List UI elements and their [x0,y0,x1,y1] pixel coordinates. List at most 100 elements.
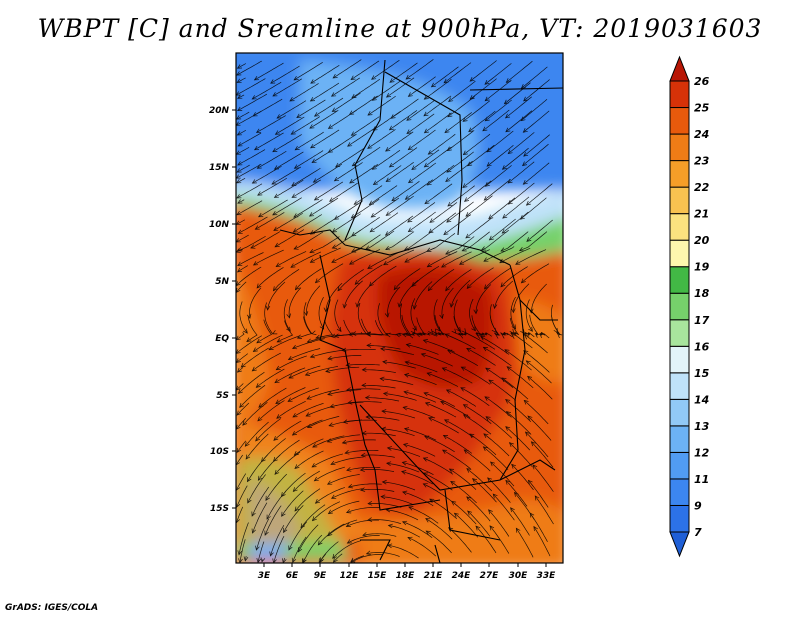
streamline-arrow [269,551,274,557]
streamline [485,416,513,439]
streamline-arrow [391,196,397,202]
streamline-arrow [367,517,373,522]
streamline-arrow [459,260,465,265]
streamline [523,110,550,133]
streamline-arrow [523,399,529,405]
streamline [434,315,445,336]
streamline-arrow [393,285,399,291]
colorbar-label: 13 [694,420,710,433]
streamline [293,62,323,81]
streamline [480,336,510,355]
streamline [354,264,383,285]
streamline-arrow [495,334,501,339]
streamline [271,166,302,185]
streamline-arrow [506,366,512,371]
streamline-arrow [407,145,413,151]
streamline-arrow [257,416,263,422]
streamline [297,316,312,339]
streamline [236,266,262,286]
streamline-arrow [459,334,465,339]
streamline [236,60,263,76]
streamline [469,60,497,82]
streamline-arrow [236,131,242,136]
streamline [404,391,437,403]
streamline [367,345,401,350]
lon-label: 15E [368,571,388,581]
streamline [386,462,420,473]
streamline-arrow [288,374,294,379]
streamline-arrow [237,247,243,252]
streamline [237,63,247,69]
streamline [312,501,341,521]
streamline-arrow [426,372,432,377]
colorbar-label: 12 [694,446,710,459]
streamline-arrow [425,518,431,523]
field-south-orange [360,500,563,563]
streamline [506,411,532,435]
streamline-arrow [291,193,297,198]
streamline-arrow [463,197,470,202]
streamline [507,132,535,154]
streamline [236,402,250,416]
streamline-arrow [325,368,331,373]
streamline-arrow [265,495,270,501]
streamline [404,230,433,251]
streamline-arrow [422,457,429,462]
streamline [236,418,247,430]
streamline [504,349,532,371]
streamline [346,466,381,471]
streamline [252,502,268,534]
streamline [319,553,326,562]
streamline [424,436,455,453]
streamline-arrow [314,498,320,504]
streamline-arrow [380,494,386,500]
streamline-arrow [534,495,540,501]
streamline-arrow [264,530,269,536]
latitude-axis: 20N 15N 10N 5N EQ 5S 10S 15S [209,106,236,514]
streamline-arrow [446,218,452,223]
streamline-arrow [511,334,517,339]
field-green-band [236,195,563,267]
streamline [428,269,455,291]
streamline [314,466,346,482]
streamline-arrow [253,76,260,81]
colorbar-label: 14 [694,393,709,406]
streamline [291,179,321,198]
colorbar-label: 21 [694,208,709,221]
map-title: WBPT [C] and Sreamline at 900hPa, VT: 20… [37,14,763,43]
colorbar-min-arrow [669,531,690,558]
streamline-arrow [347,483,353,489]
streamline-arrow [428,228,434,234]
streamline [255,418,282,442]
streamline [315,487,346,504]
streamline [342,348,376,351]
streamline [445,160,473,182]
streamline-arrow [314,278,320,284]
streamline [281,490,304,517]
streamline [294,450,324,469]
colorbar-swatch [669,107,690,135]
streamline-arrow [255,436,261,442]
streamline-arrow [367,501,373,506]
streamline-arrow [236,367,242,373]
streamline-arrow [445,389,452,394]
streamline-arrow [448,468,455,473]
streamline [237,132,262,147]
streamline [466,468,493,492]
streamline [373,165,402,185]
streamline [484,63,512,85]
streamline-arrow [492,493,498,499]
colorbar-label: 19 [694,261,710,274]
streamline [380,378,414,386]
streamline-arrow [515,260,521,265]
streamline-arrow [253,145,260,151]
streamline [236,383,244,391]
streamline [462,231,490,252]
streamline [265,473,288,501]
streamline-arrow [311,516,317,522]
streamline-arrow [467,161,473,167]
streamline-arrow [412,325,417,331]
streamline [274,179,304,198]
streamline-arrow [336,326,342,333]
streamline-arrow [406,116,412,121]
